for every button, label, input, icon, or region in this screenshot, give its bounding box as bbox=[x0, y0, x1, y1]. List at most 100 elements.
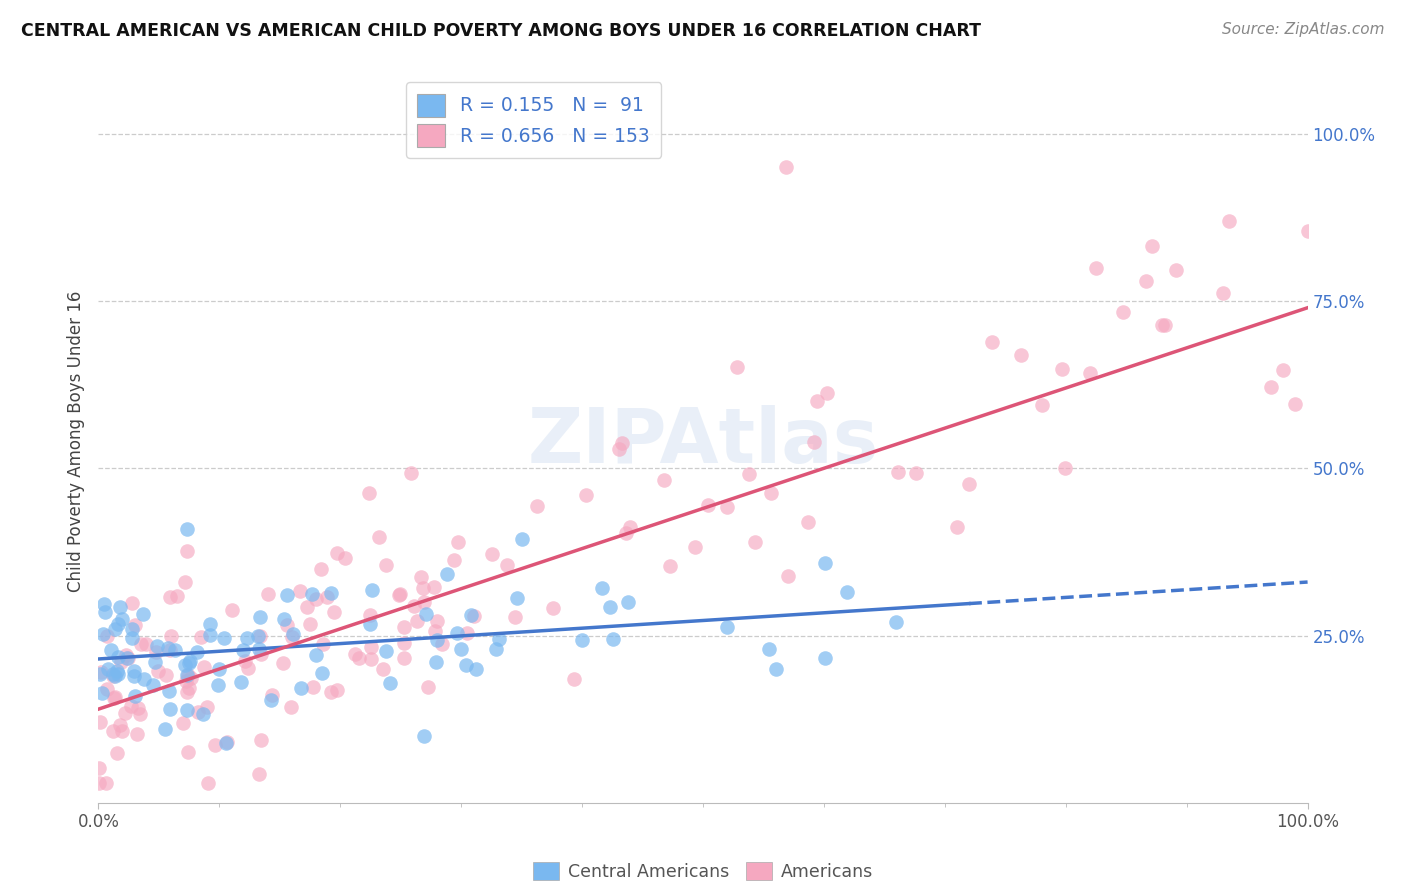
Point bbox=[176, 522, 198, 536]
Point bbox=[765, 662, 787, 676]
Point bbox=[104, 668, 127, 682]
Point bbox=[413, 729, 436, 743]
Point bbox=[575, 487, 598, 501]
Point bbox=[814, 650, 837, 665]
Point bbox=[401, 467, 423, 481]
Point bbox=[110, 655, 132, 669]
Point bbox=[446, 626, 468, 640]
Point bbox=[610, 436, 633, 450]
Point bbox=[1260, 380, 1282, 394]
Point bbox=[128, 707, 150, 722]
Point bbox=[143, 655, 166, 669]
Point bbox=[90, 686, 112, 700]
Point bbox=[121, 623, 143, 637]
Point bbox=[186, 645, 208, 659]
Point bbox=[155, 667, 177, 681]
Point bbox=[177, 656, 200, 670]
Point bbox=[359, 607, 381, 622]
Point bbox=[207, 678, 229, 692]
Point bbox=[159, 590, 181, 604]
Point bbox=[176, 703, 198, 717]
Point bbox=[1164, 263, 1187, 277]
Point bbox=[815, 385, 838, 400]
Point bbox=[803, 434, 825, 449]
Point bbox=[247, 629, 270, 643]
Y-axis label: Child Poverty Among Boys Under 16: Child Poverty Among Boys Under 16 bbox=[66, 291, 84, 592]
Point bbox=[321, 685, 343, 699]
Point bbox=[319, 585, 342, 599]
Point bbox=[232, 642, 254, 657]
Point bbox=[197, 776, 219, 790]
Point bbox=[105, 665, 128, 679]
Point bbox=[1284, 397, 1306, 411]
Point bbox=[322, 605, 344, 619]
Point bbox=[1085, 260, 1108, 275]
Point bbox=[299, 617, 322, 632]
Point bbox=[94, 605, 117, 619]
Point bbox=[103, 723, 125, 738]
Point bbox=[443, 552, 465, 566]
Point bbox=[108, 600, 131, 615]
Point bbox=[460, 607, 482, 622]
Point bbox=[100, 643, 122, 657]
Point bbox=[333, 550, 356, 565]
Point bbox=[738, 467, 761, 481]
Point bbox=[108, 718, 131, 732]
Point bbox=[301, 587, 323, 601]
Point bbox=[190, 631, 212, 645]
Point bbox=[1272, 363, 1295, 377]
Point bbox=[488, 632, 510, 647]
Point bbox=[281, 630, 304, 644]
Point bbox=[221, 603, 243, 617]
Point bbox=[193, 706, 215, 721]
Point bbox=[305, 648, 328, 662]
Point bbox=[619, 520, 641, 534]
Point bbox=[371, 662, 394, 676]
Point bbox=[326, 546, 349, 560]
Point bbox=[1142, 239, 1164, 253]
Point bbox=[904, 466, 927, 480]
Point bbox=[103, 691, 125, 706]
Point bbox=[176, 667, 198, 681]
Point bbox=[761, 485, 783, 500]
Point bbox=[837, 584, 859, 599]
Text: Source: ZipAtlas.com: Source: ZipAtlas.com bbox=[1222, 22, 1385, 37]
Point bbox=[193, 660, 215, 674]
Point bbox=[121, 632, 143, 646]
Point bbox=[101, 666, 124, 681]
Point bbox=[117, 651, 139, 665]
Point bbox=[1154, 318, 1177, 333]
Point bbox=[344, 648, 367, 662]
Point bbox=[146, 664, 169, 678]
Point bbox=[127, 701, 149, 715]
Point bbox=[115, 648, 138, 662]
Point bbox=[179, 654, 201, 668]
Point bbox=[89, 776, 111, 790]
Point bbox=[1152, 318, 1174, 332]
Point bbox=[456, 625, 478, 640]
Point bbox=[104, 690, 127, 704]
Point bbox=[195, 699, 218, 714]
Point bbox=[104, 622, 127, 636]
Point bbox=[249, 609, 271, 624]
Point bbox=[526, 499, 548, 513]
Point bbox=[367, 530, 389, 544]
Point bbox=[599, 600, 621, 615]
Point bbox=[360, 640, 382, 654]
Point bbox=[97, 662, 120, 676]
Point bbox=[117, 650, 139, 665]
Point bbox=[215, 735, 238, 749]
Point bbox=[416, 680, 439, 694]
Point bbox=[659, 558, 682, 573]
Point bbox=[247, 766, 270, 780]
Point bbox=[110, 612, 132, 626]
Point bbox=[1111, 305, 1133, 319]
Point bbox=[179, 681, 201, 695]
Point bbox=[375, 644, 398, 658]
Point bbox=[311, 562, 333, 576]
Point bbox=[135, 637, 157, 651]
Text: ZIPAtlas: ZIPAtlas bbox=[527, 405, 879, 478]
Point bbox=[256, 587, 278, 601]
Point bbox=[884, 615, 907, 630]
Point bbox=[174, 574, 197, 589]
